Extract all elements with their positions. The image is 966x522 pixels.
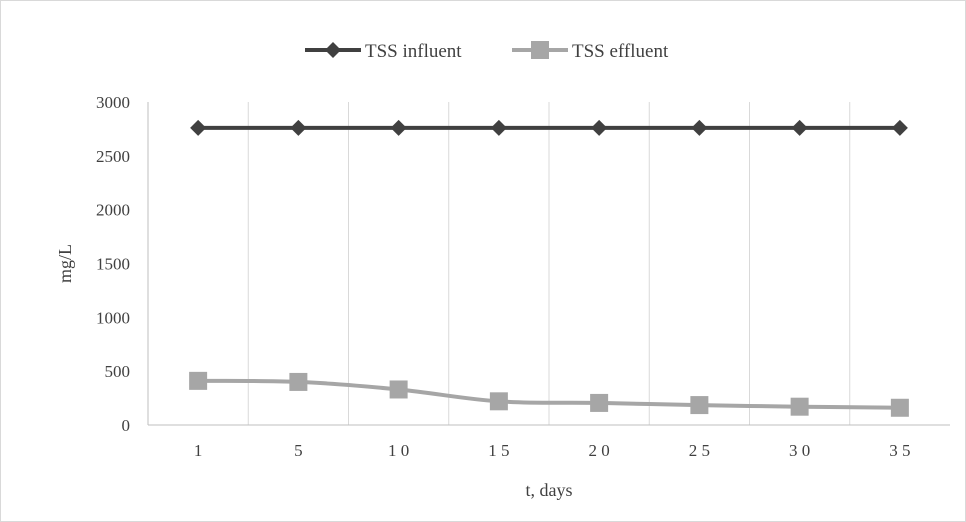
data-point bbox=[791, 119, 808, 136]
x-axis-ticks: 1 5 1 0 1 5 2 0 2 5 3 0 3 5 bbox=[194, 441, 911, 460]
legend: TSS influent TSS effluent bbox=[305, 41, 669, 62]
x-tick-label: 2 5 bbox=[689, 441, 710, 460]
data-point bbox=[890, 398, 909, 417]
y-axis-label: mg/L bbox=[55, 244, 75, 283]
data-point bbox=[891, 119, 908, 136]
x-tick-label: 1 5 bbox=[488, 441, 509, 460]
y-tick-label: 1000 bbox=[96, 308, 130, 327]
y-tick-label: 3000 bbox=[96, 93, 130, 112]
series-2 bbox=[189, 371, 909, 417]
data-point bbox=[490, 119, 507, 136]
data-point bbox=[289, 372, 308, 391]
data-point bbox=[690, 396, 709, 415]
data-point bbox=[190, 119, 207, 136]
legend-marker bbox=[531, 41, 549, 59]
data-point bbox=[790, 397, 809, 416]
data-point bbox=[290, 119, 307, 136]
legend-label: TSS influent bbox=[365, 41, 462, 62]
y-axis-ticks: 0 500 1000 1500 2000 2500 3000 bbox=[96, 93, 130, 435]
series-1 bbox=[190, 119, 908, 136]
y-tick-label: 1500 bbox=[96, 255, 130, 274]
axes bbox=[147, 102, 950, 426]
data-point bbox=[189, 371, 208, 390]
x-axis-label: t, days bbox=[526, 480, 573, 500]
data-point bbox=[489, 392, 508, 411]
x-tick-label: 5 bbox=[294, 441, 303, 460]
legend-entry: TSS influent bbox=[305, 41, 462, 62]
data-point bbox=[691, 119, 708, 136]
grid-lines bbox=[247, 102, 851, 425]
data-point bbox=[590, 393, 609, 412]
x-tick-label: 1 bbox=[194, 441, 203, 460]
y-tick-label: 2500 bbox=[96, 147, 130, 166]
x-tick-label: 1 0 bbox=[388, 441, 409, 460]
data-point bbox=[591, 119, 608, 136]
x-tick-label: 3 0 bbox=[789, 441, 810, 460]
x-tick-label: 2 0 bbox=[589, 441, 610, 460]
y-tick-label: 0 bbox=[122, 416, 131, 435]
legend-entry: TSS effluent bbox=[512, 41, 669, 62]
series-line bbox=[198, 378, 900, 410]
data-point bbox=[390, 119, 407, 136]
series-layer bbox=[189, 119, 909, 417]
legend-label: TSS effluent bbox=[572, 41, 669, 62]
legend-marker bbox=[325, 42, 341, 58]
x-tick-label: 3 5 bbox=[889, 441, 910, 460]
data-point bbox=[389, 380, 408, 399]
y-tick-label: 500 bbox=[105, 362, 131, 381]
y-tick-label: 2000 bbox=[96, 201, 130, 220]
